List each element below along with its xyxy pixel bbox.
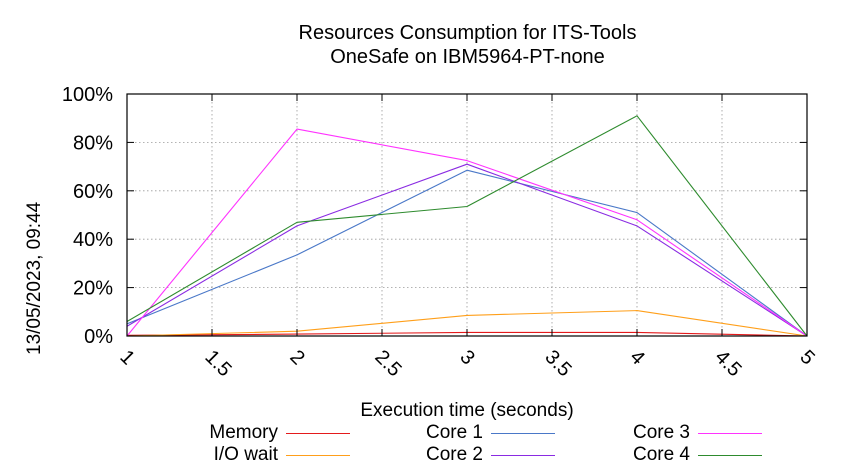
y-tick-label: 60%: [73, 181, 113, 203]
x-tick-label: 4: [625, 346, 648, 369]
series-line-core-2: [126, 163, 808, 337]
y-tick-label: 0%: [84, 326, 113, 348]
y-tick-label: 80%: [73, 132, 113, 154]
legend-label: Core 3: [632, 422, 690, 443]
legend-label: Core 4: [632, 444, 690, 465]
x-tick-label: 3.5: [540, 346, 575, 381]
legend-label: Core 1: [425, 422, 483, 443]
legend-swatch: [698, 433, 762, 434]
series-line-core-4: [126, 115, 808, 337]
legend-swatch: [286, 455, 350, 456]
x-axis-label: Execution time (seconds): [360, 400, 574, 421]
timestamp-label: 13/05/2023, 09:44: [24, 201, 45, 355]
series-line-core-3: [126, 128, 808, 337]
chart-title: Resources Consumption for ITS-Tools: [298, 22, 637, 44]
series-lines: [126, 115, 808, 337]
series-line-core-1: [126, 169, 808, 337]
legend-label: I/O wait: [213, 444, 278, 465]
legend-item-core-2: Core 2: [0, 444, 555, 466]
x-tick-label: 4.5: [710, 346, 745, 381]
legend-item-core-3: Core 3: [0, 422, 762, 444]
legend-swatch: [491, 433, 555, 434]
legend-item-i-o-wait: I/O wait: [0, 444, 350, 466]
x-tick-label: 1: [115, 346, 138, 369]
y-tick-label: 100%: [62, 84, 113, 106]
legend-swatch: [491, 455, 555, 456]
chart-subtitle: OneSafe on IBM5964-PT-none: [330, 46, 605, 68]
legend-item-memory: Memory: [0, 422, 350, 444]
legend-item-core-4: Core 4: [0, 444, 762, 466]
legend-item-core-1: Core 1: [0, 422, 555, 444]
legend-label: Core 2: [425, 444, 483, 465]
x-tick-label: 2: [285, 346, 308, 369]
legend-swatch: [698, 455, 762, 456]
legend-label: Memory: [209, 422, 278, 443]
axis-ticks: 0% 20% 40% 60% 80% 100% 1 1.5 2 2.5 3 3.5 4 4.5 5: [62, 84, 819, 381]
y-tick-label: 40%: [73, 229, 113, 251]
x-tick-label: 3: [455, 346, 478, 369]
x-tick-label: 1.5: [200, 346, 235, 381]
series-line-i-o-wait: [126, 310, 808, 337]
grid-lines: [127, 94, 807, 336]
x-tick-label: 2.5: [370, 346, 405, 381]
legend-swatch: [286, 433, 350, 434]
y-tick-label: 20%: [73, 278, 113, 300]
x-tick-label: 5: [795, 346, 818, 369]
